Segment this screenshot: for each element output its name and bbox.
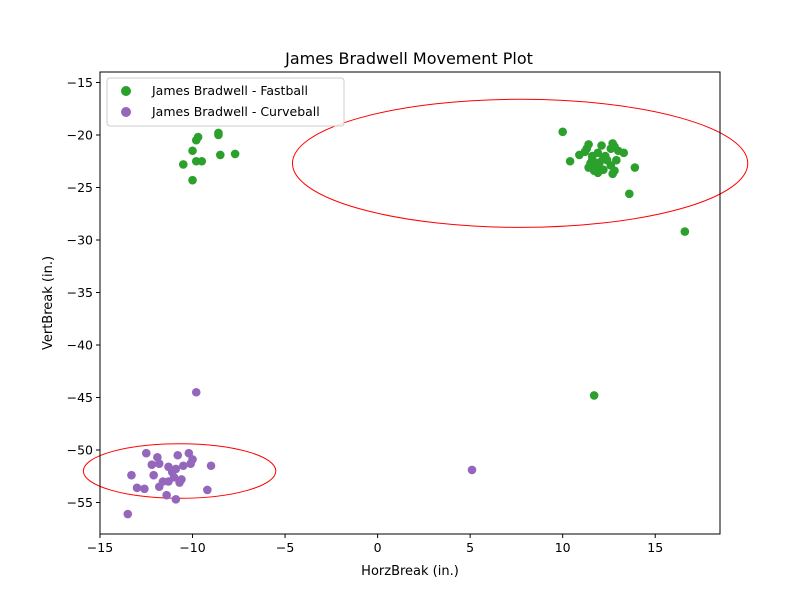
fastball-point <box>599 153 608 163</box>
x-tick-label: 15 <box>647 540 663 555</box>
y-tick-label: −50 <box>67 443 93 458</box>
y-axis-label: VertBreak (in.) <box>41 256 56 350</box>
fastball-point <box>593 148 603 158</box>
curveball-point <box>154 459 164 468</box>
curveball-point <box>184 448 194 458</box>
fastball-point <box>612 155 621 165</box>
fastball-point <box>230 149 240 159</box>
x-tick-label: 0 <box>374 540 382 555</box>
points-layer <box>123 127 690 519</box>
x-tick-label: 5 <box>466 540 474 555</box>
curveball-point <box>123 509 133 519</box>
fastball-point <box>214 130 223 140</box>
curveball-point <box>147 460 157 470</box>
legend-marker-curveball <box>121 107 131 117</box>
curveball-point <box>171 495 181 504</box>
legend: James Bradwell - Fastball James Bradwell… <box>106 77 345 127</box>
fastball-point <box>597 165 606 174</box>
curveball-point <box>154 482 164 492</box>
curveball-point <box>140 484 149 494</box>
y-tick-label: −30 <box>67 233 93 248</box>
y-tick-label: −25 <box>67 180 93 195</box>
fastball-point <box>188 146 197 156</box>
x-tick-label: −10 <box>179 540 205 555</box>
x-tick-label: 10 <box>555 540 571 555</box>
fastball-point <box>597 141 606 150</box>
x-axis-label: HorzBreak (in.) <box>361 564 459 579</box>
confidence-ellipse-0 <box>291 98 749 228</box>
axes-frame <box>99 71 721 535</box>
fastball-point <box>625 189 634 199</box>
curveball-point <box>191 387 201 397</box>
chart-title: James Bradwell Movement Plot <box>284 49 533 68</box>
legend-label-fastball: James Bradwell - Fastball <box>151 83 308 98</box>
curveball-point <box>206 461 216 471</box>
fastball-point <box>191 135 201 145</box>
curveball-point <box>173 450 183 460</box>
fastball-point <box>630 163 640 172</box>
fastball-point <box>680 227 690 236</box>
legend-label-curveball: James Bradwell - Curveball <box>151 104 320 119</box>
fastball-point <box>589 391 599 400</box>
curveball-point <box>132 483 142 493</box>
fastball-point <box>619 148 629 158</box>
curveball-point <box>175 478 184 487</box>
fastball-point <box>215 150 225 160</box>
y-tick-label: −45 <box>67 390 93 405</box>
y-tick-label: −40 <box>67 338 93 353</box>
x-tick-label: −15 <box>87 540 113 555</box>
fastball-point <box>565 156 575 166</box>
fastball-point <box>191 156 201 166</box>
curveball-point <box>178 461 188 471</box>
curveball-point <box>203 485 212 495</box>
curveball-point <box>188 455 197 464</box>
curveball-point <box>164 477 173 486</box>
y-tick-label: −55 <box>67 495 93 510</box>
curveball-point <box>127 470 136 480</box>
fastball-point <box>178 160 188 169</box>
legend-marker-fastball <box>121 86 131 96</box>
x-tick-label: −5 <box>276 540 294 555</box>
y-tick-label: −35 <box>67 285 93 300</box>
curveball-point <box>162 490 171 500</box>
fastball-point <box>582 144 592 153</box>
legend-frame <box>106 77 345 127</box>
fastball-point <box>587 154 597 164</box>
fastball-point <box>558 127 567 137</box>
curveball-point <box>467 465 477 475</box>
y-tick-label: −20 <box>67 128 93 143</box>
curveball-point <box>149 470 158 480</box>
y-tick-label: −15 <box>67 75 93 90</box>
fastball-point <box>608 169 617 179</box>
axes-layer: −15 −10 −5 0 5 10 15−15−20−25−30−35−40−45−50−5… <box>67 71 721 555</box>
fastball-point <box>608 139 617 148</box>
curveball-point <box>141 448 151 458</box>
fastball-point <box>188 175 197 185</box>
